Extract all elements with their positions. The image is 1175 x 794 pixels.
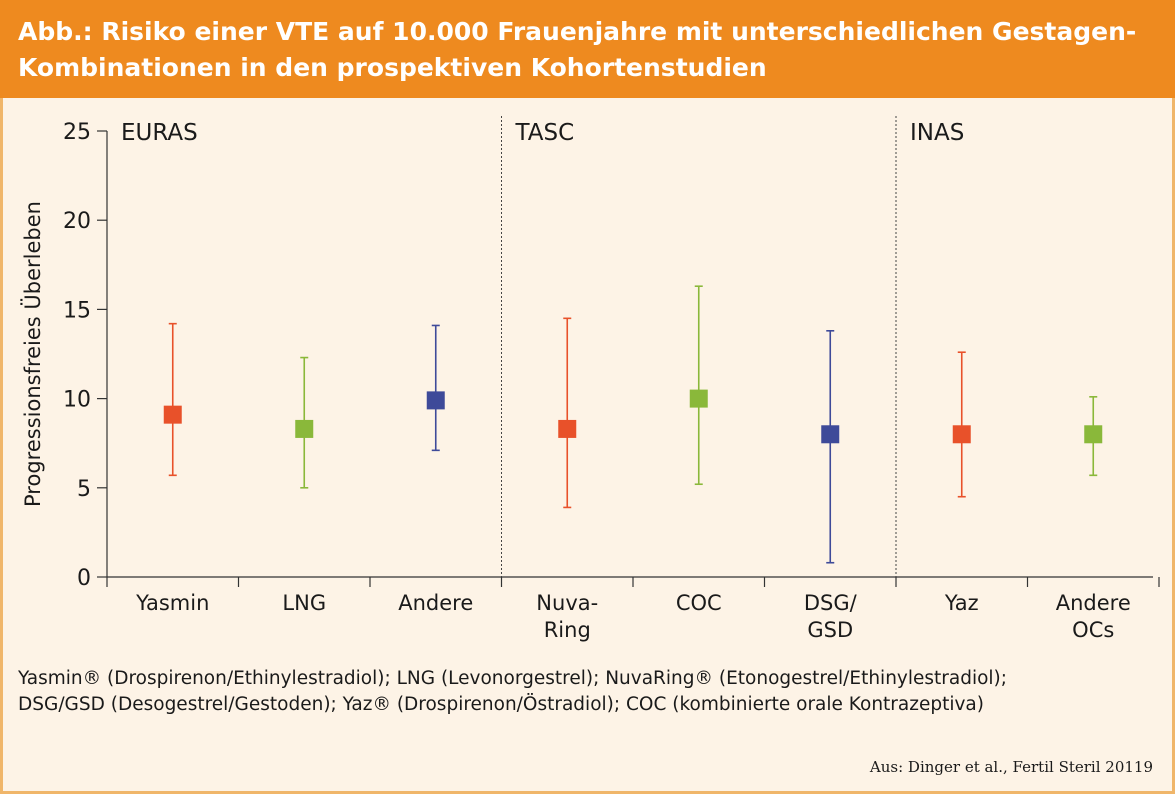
error-bar-chart: 0 5 10 15 20 25 Progressionsfreies Überleben EU… xyxy=(20,116,1160,642)
y-axis-label: Progressionsfreies Überleben xyxy=(20,201,45,507)
point-marker xyxy=(952,425,971,444)
x-tick-label: Nuva- xyxy=(536,591,598,615)
x-tick-label: Andere xyxy=(1056,591,1131,615)
source-note: Aus: Dinger et al., Fertil Steril 20119 xyxy=(869,758,1153,776)
figure-header: Abb.: Risiko einer VTE auf 10.000 Frauen… xyxy=(0,0,1175,98)
point-marker xyxy=(426,391,445,410)
group-label: EURAS xyxy=(121,120,198,146)
caption-line-1: Yasmin® (Drospirenon/Ethinylestradiol); … xyxy=(18,668,1008,689)
y-tick-label: 0 xyxy=(77,566,91,591)
y-tick-label: 5 xyxy=(77,477,91,502)
point-marker xyxy=(689,389,708,408)
x-tick-label: Ring xyxy=(544,618,591,642)
y-tick-label: 20 xyxy=(63,209,91,234)
y-tick-label: 25 xyxy=(63,120,91,145)
point-marker xyxy=(163,405,182,424)
group-label: INAS xyxy=(910,120,964,146)
point-marker xyxy=(821,425,840,444)
y-tick-label: 15 xyxy=(63,298,91,323)
x-tick-label: Yaz xyxy=(944,591,979,615)
x-tick-label: OCs xyxy=(1072,618,1114,642)
x-tick-label: GSD xyxy=(807,618,853,642)
figure-title: Abb.: Risiko einer VTE auf 10.000 Frauen… xyxy=(18,17,1137,82)
figure-caption: Yasmin® (Drospirenon/Ethinylestradiol); … xyxy=(18,666,1158,718)
x-tick-label: Yasmin xyxy=(135,591,209,615)
x-tick-label: LNG xyxy=(282,591,326,615)
y-tick-label: 10 xyxy=(63,388,91,413)
point-marker xyxy=(1084,425,1103,444)
chart-area: 0 5 10 15 20 25 Progressionsfreies Überleben EU… xyxy=(0,98,1175,658)
x-tick-label: COC xyxy=(676,591,722,615)
group-label: TASC xyxy=(515,120,575,146)
caption-line-2: DSG/GSD (Desogestrel/Gestoden); Yaz® (Dr… xyxy=(18,694,984,715)
point-marker xyxy=(558,419,577,438)
x-tick-label: DSG/ xyxy=(804,591,858,615)
point-marker xyxy=(295,419,314,438)
x-tick-label: Andere xyxy=(398,591,473,615)
